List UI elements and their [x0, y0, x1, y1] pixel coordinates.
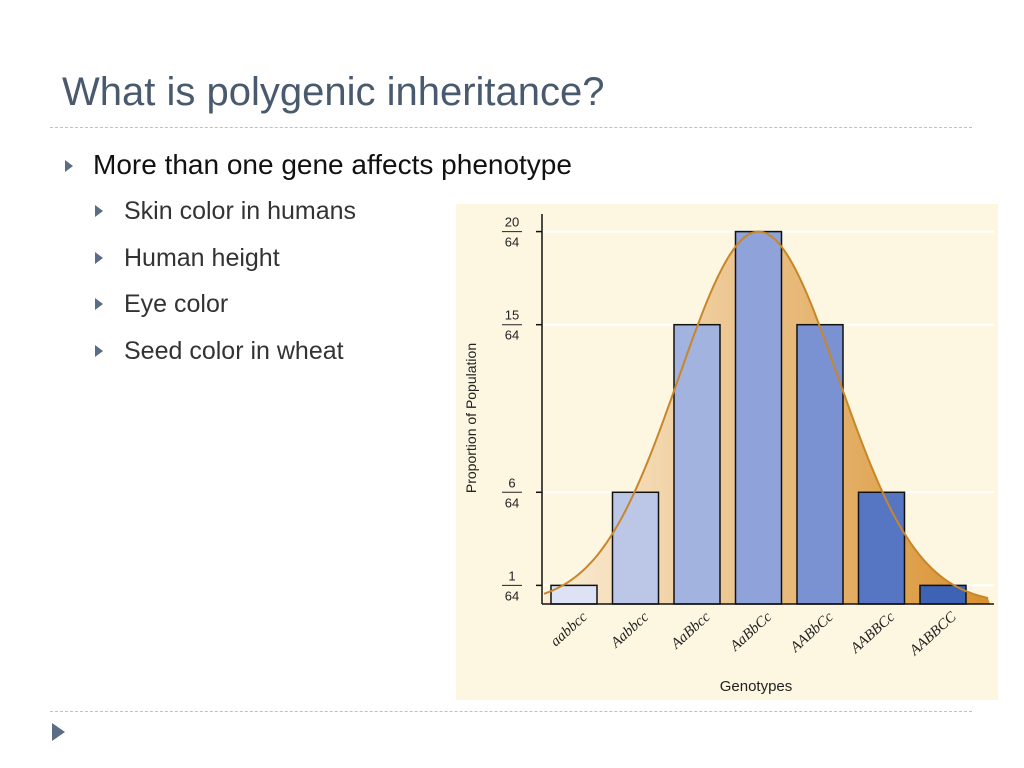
y-tick-numerator: 20	[505, 215, 519, 230]
bullet-text: More than one gene affects phenotype	[93, 149, 572, 180]
sub-bullet-list: Skin color in humans Human height Eye co…	[93, 188, 572, 374]
sub-bullet-text: Human height	[124, 243, 280, 272]
bullet-list: More than one gene affects phenotype Ski…	[62, 146, 572, 374]
distribution-curve-line	[543, 230, 989, 599]
sub-bullet-text: Skin color in humans	[124, 197, 357, 225]
bullet-arrow-icon	[65, 160, 73, 172]
title-divider	[50, 127, 972, 128]
sub-bullet-arrow-icon	[95, 205, 103, 217]
y-tick-numerator: 6	[508, 475, 515, 490]
sub-bullet-text: Seed color in wheat	[124, 336, 344, 365]
y-ticks: 1 64 6 64 15 64 20 64	[502, 215, 542, 603]
bar-AABBCc	[857, 491, 906, 605]
sub-bullet-arrow-icon	[95, 251, 103, 264]
y-tick-denominator: 64	[505, 235, 519, 250]
x-axis-label: Genotypes	[720, 678, 793, 695]
y-tick-denominator: 64	[505, 495, 519, 510]
bar-AaBbcc	[673, 323, 721, 605]
sub-bullet-item: Human height	[93, 235, 572, 282]
bullet-item: More than one gene affects phenotype Ski…	[62, 146, 572, 374]
footer-arrow-icon	[52, 723, 65, 741]
y-tick-numerator: 1	[508, 568, 515, 583]
sub-bullet-item: Seed color in wheat	[93, 328, 572, 375]
sub-bullet-item: Skin color in humans	[93, 188, 572, 235]
bar-Aabbcc	[611, 491, 660, 605]
sub-bullet-item: Eye color	[93, 281, 572, 328]
sub-bullet-arrow-icon	[95, 298, 103, 310]
y-axis-label: Proportion of Population	[463, 343, 479, 493]
y-tick-numerator: 15	[505, 308, 519, 323]
y-tick-denominator: 64	[505, 588, 519, 603]
bar-AABbCc	[796, 323, 844, 605]
sub-bullet-arrow-icon	[95, 344, 103, 357]
chart-bars	[550, 230, 967, 605]
bar-AaBbCc	[734, 230, 783, 605]
y-tick-denominator: 64	[505, 328, 519, 343]
sub-bullet-text: Eye color	[124, 290, 229, 318]
footer-divider	[50, 711, 972, 712]
slide-title: What is polygenic inheritance?	[62, 70, 605, 114]
